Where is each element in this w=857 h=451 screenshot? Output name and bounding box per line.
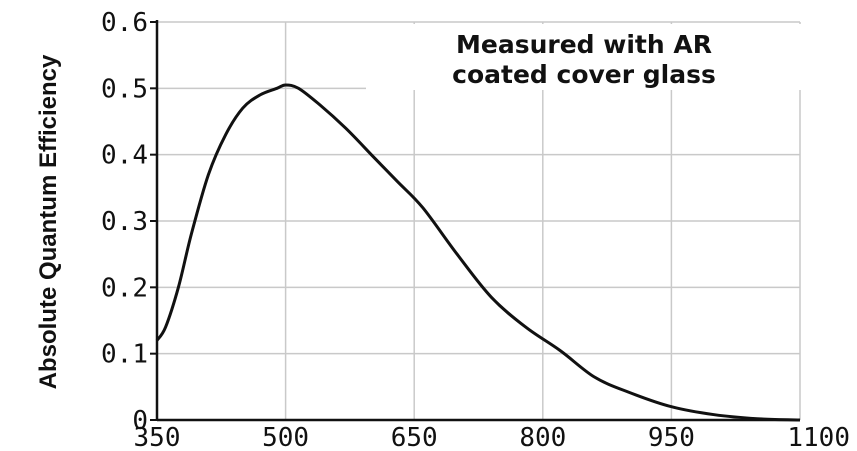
series-group (155, 83, 801, 422)
y-tick-label-2: 0.2 (101, 273, 148, 303)
y-tick-label-4: 0.4 (101, 141, 148, 171)
y-tick-label-0: 0 (132, 406, 148, 436)
y-tick-label-1: 0.1 (101, 340, 148, 370)
y-tick-labels: 0 0.1 0.2 0.3 0.4 0.5 0.6 (101, 8, 148, 436)
y-tick-label-6: 0.6 (101, 8, 148, 38)
x-tick-label-3: 800 (519, 423, 566, 451)
x-tick-label-1: 500 (262, 423, 309, 451)
y-tick-label-3: 0.3 (101, 207, 148, 237)
x-tick-labels: 350 500 650 800 950 1100 (134, 423, 850, 451)
x-tick-label-4: 950 (648, 423, 695, 451)
y-tick-label-5: 0.5 (101, 74, 148, 104)
y-axis-label: Absolute Quantum Efficiency (35, 54, 62, 389)
x-tick-label-5: 1100 (787, 423, 850, 451)
annotation-line-1: Measured with AR (456, 30, 712, 59)
x-tick-label-0: 350 (134, 423, 181, 451)
axes (150, 20, 800, 422)
x-tick-label-2: 650 (391, 423, 438, 451)
annotation-background (366, 24, 802, 90)
qe-curve-0 (155, 83, 801, 422)
annotation-line-2: coated cover glass (452, 60, 716, 89)
annotation-box: Measured with AR coated cover glass (366, 24, 802, 90)
